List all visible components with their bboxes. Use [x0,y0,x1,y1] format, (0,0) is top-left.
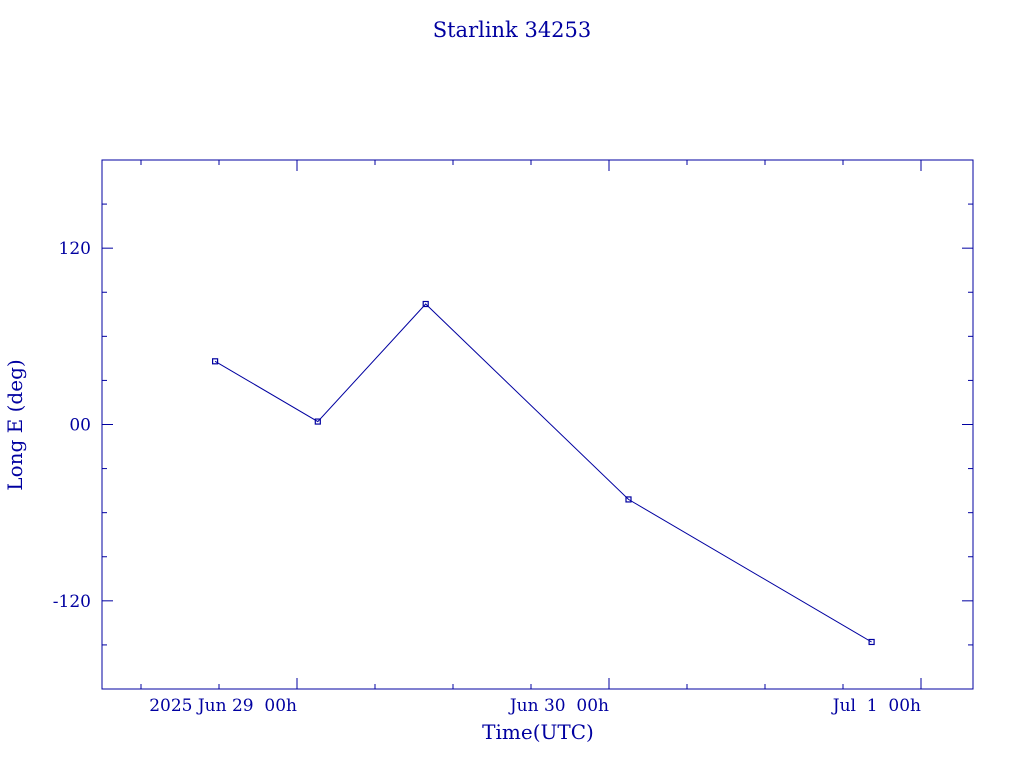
series-group [212,300,875,646]
series-line [214,303,872,643]
y-axis-label: Long E (deg) [3,359,27,490]
data-point [625,496,632,503]
axis-ticks [102,159,973,690]
x-tick-label: 2025 Jun 29 00h [149,696,297,716]
y-tick-label: 120 [59,239,91,259]
y-tick-label: -120 [53,592,91,612]
data-point [422,300,429,308]
x-tick-label: Jul 1 00h [831,696,921,716]
y-tick-label: 00 [69,416,91,436]
chart-title: Starlink 34253 [433,18,592,42]
data-point [212,358,219,365]
data-point [868,638,875,646]
x-tick-label: Jun 30 00h [508,696,609,716]
x-axis-label: Time(UTC) [482,720,594,744]
axis-tick-labels: 2025 Jun 29 00h Jun 30 00h Jul 1 00h 120 00 -… [53,239,921,716]
data-point [314,418,321,425]
plot-frame [101,159,974,690]
